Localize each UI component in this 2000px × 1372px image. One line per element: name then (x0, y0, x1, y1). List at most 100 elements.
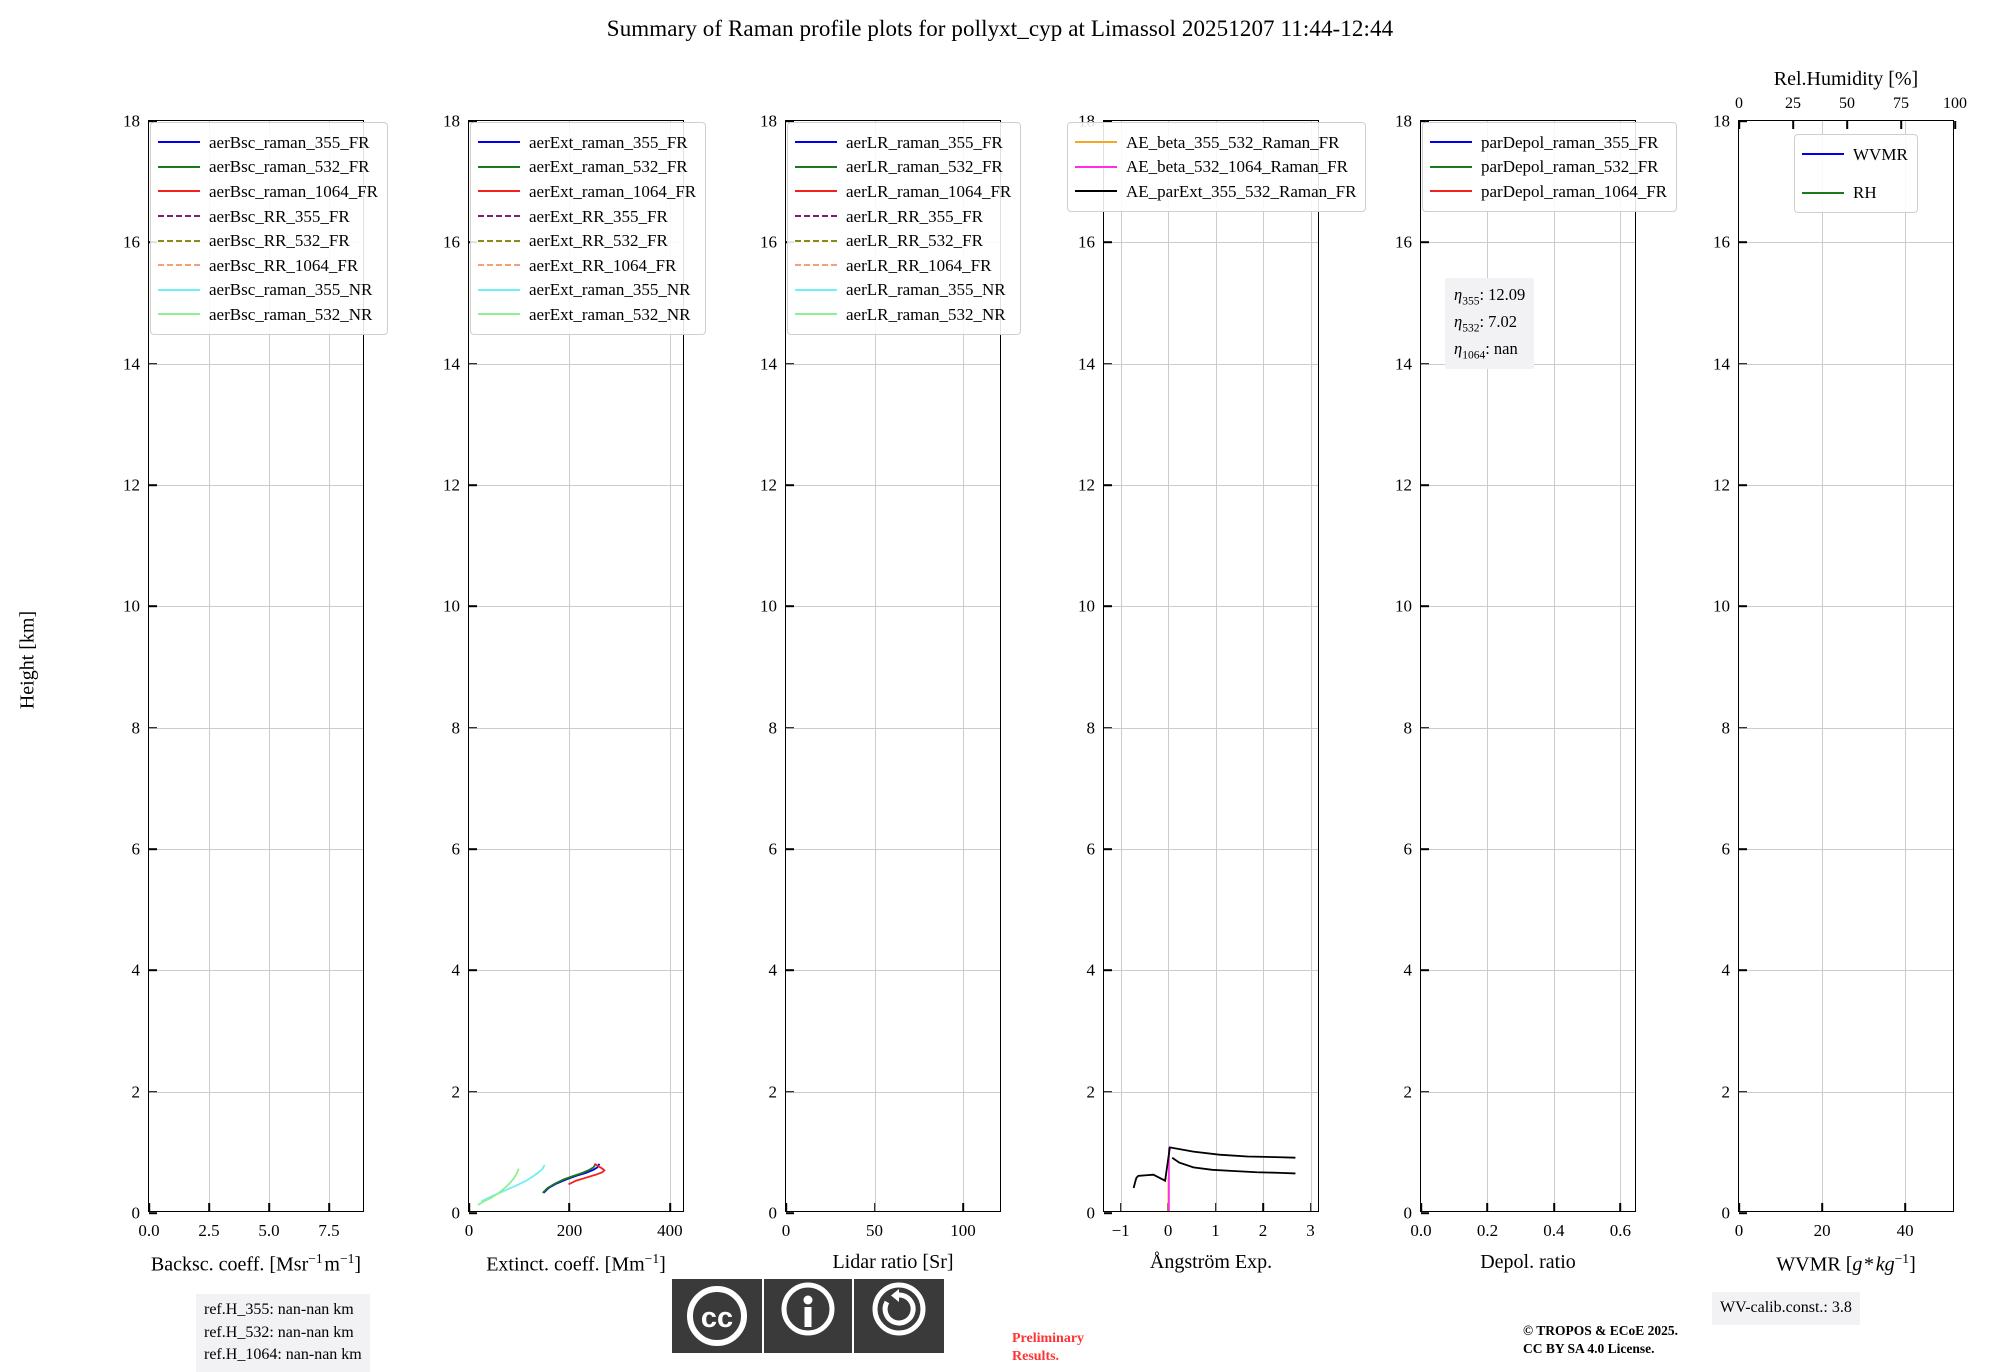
eta-355: η355: 12.09 (1454, 285, 1526, 308)
legend-item[interactable]: aerExt_raman_532_NR (478, 302, 696, 327)
panel-lidar-ratio: 0 2 4 6 8 10 12 14 16 18 0 50 100 Lidar ratio [Sr] aer… (760, 113, 1022, 1273)
legend-item[interactable]: aerExt_raman_532_FR (478, 155, 696, 180)
legend-line-swatch (795, 215, 837, 218)
legend-item[interactable]: AE_beta_532_1064_Raman_FR (1075, 155, 1356, 180)
y-tick-label: 10 (123, 596, 140, 616)
y-tick-label: 6 (1086, 839, 1096, 859)
legend-item[interactable]: aerBsc_RR_355_FR (158, 204, 378, 229)
gridline-vertical (1822, 121, 1824, 1211)
legend-item[interactable]: aerLR_raman_355_NR (795, 278, 1011, 303)
legend-label: AE_beta_355_532_Raman_FR (1126, 132, 1340, 152)
y-tick-label: 4 (1086, 960, 1096, 980)
legend-item[interactable]: aerExt_raman_1064_FR (478, 179, 696, 204)
legend-item[interactable]: aerLR_RR_355_FR (795, 204, 1011, 229)
top-x-tick-mark (1900, 121, 1902, 129)
legend-label: aerLR_RR_532_FR (846, 231, 983, 251)
legend-item[interactable]: aerBsc_raman_355_NR (158, 278, 378, 303)
y-tick-mark (786, 362, 794, 365)
legend-item[interactable]: aerExt_RR_1064_FR (478, 253, 696, 278)
x-tick-mark (328, 1203, 330, 1211)
legend-item[interactable]: aerLR_raman_532_NR (795, 302, 1011, 327)
legend-line-swatch (478, 165, 520, 168)
y-tick-mark (469, 1212, 477, 1214)
legend-item[interactable]: aerBsc_RR_1064_FR (158, 253, 378, 278)
legend-item[interactable]: aerBsc_RR_532_FR (158, 228, 378, 253)
y-tick-label: 14 (123, 354, 140, 374)
eta-1064: η1064: nan (1454, 338, 1518, 362)
legend-item[interactable]: aerLR_RR_1064_FR (795, 253, 1011, 278)
copyright-note: © TROPOS & ECoE 2025. CC BY SA 4.0 Licens… (1523, 1322, 1678, 1357)
x-tick-mark (1486, 1203, 1489, 1211)
legend-line-swatch (158, 313, 200, 316)
legend-item[interactable]: parDepol_raman_532_FR (1430, 155, 1667, 180)
y-tick-mark (1739, 726, 1747, 729)
y-tick-label: 18 (1713, 111, 1730, 131)
legend-item[interactable]: aerBsc_raman_532_FR (158, 155, 378, 180)
y-tick-mark (1104, 969, 1112, 972)
y-tick-label: 4 (131, 960, 141, 980)
legend-item[interactable]: RH (1802, 181, 1908, 206)
gridline-horizontal (149, 849, 363, 850)
series-line (481, 1165, 544, 1201)
gridline-horizontal (1739, 849, 1953, 850)
legend-line-swatch (1075, 141, 1117, 144)
legend-line-swatch (158, 215, 200, 218)
legend-item[interactable]: parDepol_raman_1064_FR (1430, 179, 1667, 204)
x-axis-label-lidar-ratio: Lidar ratio [Sr] (832, 1251, 954, 1273)
gridline-horizontal (1104, 727, 1318, 729)
legend-line-swatch (158, 141, 200, 144)
legend-line-swatch (795, 288, 837, 291)
copyright-line-2: CC BY SA 4.0 License. (1523, 1340, 1655, 1356)
legend-item[interactable]: AE_parExt_355_532_Raman_FR (1075, 179, 1356, 204)
y-tick-mark (469, 484, 477, 486)
legend-line-swatch (795, 190, 837, 193)
gridline-horizontal (149, 606, 363, 608)
legend-line-swatch (1802, 153, 1844, 156)
y-tick-mark (149, 362, 157, 365)
legend-line-swatch (478, 190, 520, 193)
panel-extinction: 0 2 4 6 8 10 12 14 16 18 0 200 400 Extinct. coeff. [M… (443, 113, 707, 1276)
top-axis-label: Rel.Humidity [%] (1773, 68, 1919, 90)
legend-item[interactable]: aerBsc_raman_532_NR (158, 302, 378, 327)
y-tick-label: 0 (1721, 1203, 1731, 1223)
legend-item[interactable]: parDepol_raman_355_FR (1430, 130, 1667, 155)
legend-item[interactable]: aerExt_RR_532_FR (478, 228, 696, 253)
gridline-horizontal (1104, 606, 1318, 608)
top-x-tick-mark (1738, 121, 1740, 129)
gridline-horizontal (1739, 485, 1953, 486)
legend-item[interactable]: aerExt_RR_355_FR (478, 204, 696, 229)
legend-angstrom-exponent: AE_beta_355_532_Raman_FR AE_beta_532_1064… (1067, 122, 1367, 212)
legend-line-swatch (478, 288, 520, 291)
y-tick-mark (1421, 484, 1429, 486)
legend-item[interactable]: WVMR (1802, 142, 1908, 167)
legend-line-swatch (478, 215, 520, 218)
y-tick-label: 8 (131, 718, 141, 738)
y-tick-mark (1104, 726, 1112, 729)
panel-water-vapour-mixing-ratio: 0 2 4 6 8 10 12 14 16 18 0 20 40 0 25 50 75 100 Rel.Humidi… (1713, 68, 1967, 1276)
y-tick-mark (149, 1212, 157, 1214)
legend-label: RH (1853, 183, 1877, 203)
legend-item[interactable]: aerLR_RR_532_FR (795, 228, 1011, 253)
x-tick-mark (962, 1203, 964, 1211)
y-tick-label: 6 (131, 839, 141, 859)
gridline-horizontal (1421, 606, 1635, 608)
cc-by-label: BY (796, 1333, 820, 1352)
legend-item[interactable]: aerBsc_raman_355_FR (158, 130, 378, 155)
legend-item[interactable]: aerLR_raman_1064_FR (795, 179, 1011, 204)
gridline-horizontal (1739, 1091, 1953, 1093)
y-tick-label: 0 (131, 1203, 141, 1223)
legend-label: aerExt_RR_532_FR (529, 231, 668, 251)
y-tick-mark (786, 848, 794, 850)
y-tick-mark (149, 969, 157, 972)
legend-item[interactable]: aerLR_raman_532_FR (795, 155, 1011, 180)
legend-label: aerBsc_RR_532_FR (209, 231, 350, 251)
ref-height-1064: ref.H_1064: nan-nan km (204, 1346, 362, 1364)
y-tick-label: 0 (768, 1203, 778, 1223)
y-tick-label: 8 (1086, 718, 1096, 738)
legend-item[interactable]: aerLR_raman_355_FR (795, 130, 1011, 155)
legend-item[interactable]: AE_beta_355_532_Raman_FR (1075, 130, 1356, 155)
legend-label: aerLR_raman_355_FR (846, 132, 1003, 152)
legend-item[interactable]: aerExt_raman_355_FR (478, 130, 696, 155)
legend-item[interactable]: aerExt_raman_355_NR (478, 278, 696, 303)
legend-item[interactable]: aerBsc_raman_1064_FR (158, 179, 378, 204)
